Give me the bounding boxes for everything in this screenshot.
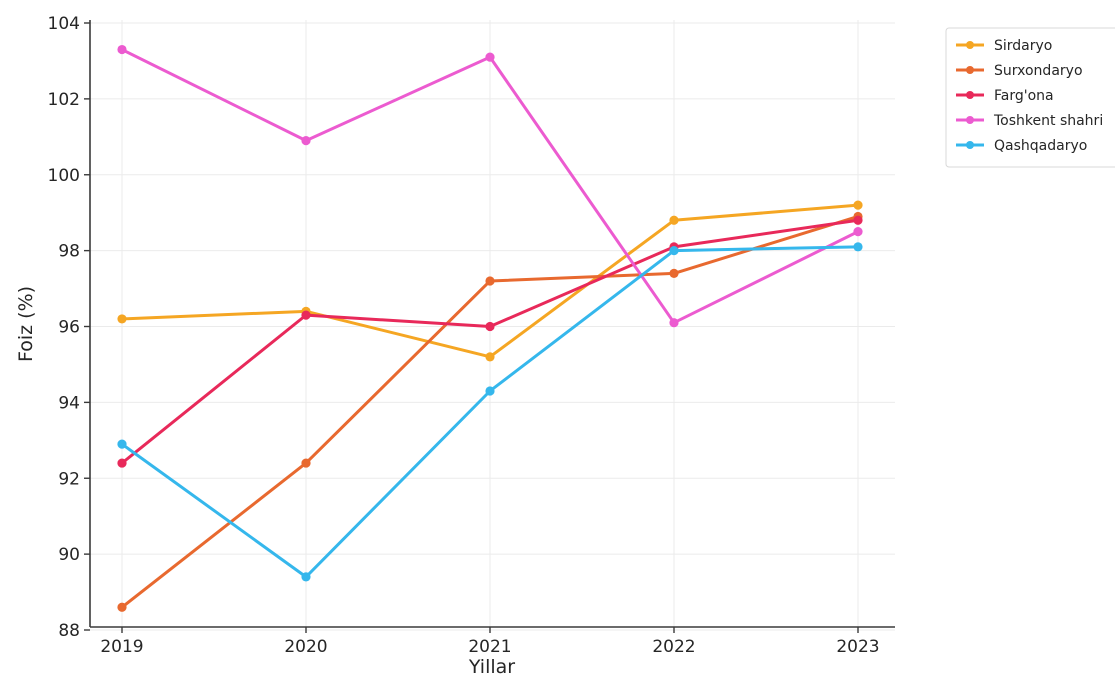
legend-marker-swatch xyxy=(966,141,974,149)
legend-item: Farg'ona xyxy=(956,88,1054,104)
data-point xyxy=(301,572,311,582)
data-point xyxy=(485,352,495,362)
legend-label: Farg'ona xyxy=(994,88,1054,104)
y-tick-label: 104 xyxy=(48,14,80,34)
legend-marker-swatch xyxy=(966,66,974,74)
data-point xyxy=(301,310,311,320)
data-point xyxy=(853,242,863,252)
legend-label: Toshkent shahri xyxy=(993,113,1103,129)
x-tick-label: 2023 xyxy=(836,637,879,657)
data-point xyxy=(669,215,679,225)
data-point xyxy=(853,215,863,225)
data-point xyxy=(853,200,863,210)
y-tick-label: 98 xyxy=(58,242,80,262)
data-point xyxy=(853,227,863,237)
y-tick-label: 94 xyxy=(58,393,80,413)
data-point xyxy=(117,458,127,468)
axes xyxy=(89,20,895,628)
legend-item: Qashqadaryo xyxy=(956,138,1087,154)
x-axis-title: Yillar xyxy=(468,656,515,678)
tick-labels: 88 90 92 94 96 98 100 102 104 2019 2020 2021 2022 202… xyxy=(48,14,880,657)
legend-item: Toshkent shahri xyxy=(956,113,1103,129)
data-point xyxy=(485,52,495,62)
data-point xyxy=(669,318,679,328)
data-point xyxy=(669,246,679,256)
y-tick-label: 88 xyxy=(58,621,80,641)
x-tick-label: 2020 xyxy=(284,637,327,657)
legend-item: Sirdaryo xyxy=(956,38,1052,54)
data-point xyxy=(485,321,495,332)
data-point xyxy=(117,439,127,449)
y-tick-label: 90 xyxy=(58,545,80,565)
series-sirdaryo xyxy=(117,200,863,362)
legend-marker-swatch xyxy=(966,41,974,49)
y-tick-label: 102 xyxy=(48,90,80,110)
series-toshkent-shahri xyxy=(117,44,863,328)
data-point xyxy=(485,276,495,286)
legend-marker-swatch xyxy=(966,116,974,124)
data-point xyxy=(669,268,679,278)
legend-box xyxy=(945,27,1115,168)
y-tick-label: 100 xyxy=(48,166,80,186)
data-point xyxy=(301,136,311,146)
legend-marker-swatch xyxy=(966,91,974,99)
x-tick-label: 2022 xyxy=(652,637,695,657)
legend-label: Qashqadaryo xyxy=(994,138,1087,154)
series-qashqadaryo xyxy=(117,242,863,582)
y-tick-label: 96 xyxy=(58,318,80,338)
data-point xyxy=(117,44,127,55)
legend-label: Sirdaryo xyxy=(994,38,1052,54)
data-point xyxy=(485,386,495,396)
x-tick-label: 2019 xyxy=(100,637,143,657)
data-point xyxy=(117,602,127,612)
legend-label: Surxondaryo xyxy=(994,63,1083,79)
y-axis-title: Foiz (%) xyxy=(15,286,37,362)
data-point xyxy=(301,458,311,468)
legend-item: Surxondaryo xyxy=(956,63,1083,79)
series-surxondaryo xyxy=(117,211,863,612)
x-tick-label: 2021 xyxy=(468,637,511,657)
data-point xyxy=(117,314,127,324)
y-tick-label: 92 xyxy=(58,469,80,489)
series-lines xyxy=(117,44,863,612)
legend: Sirdaryo Surxondaryo Farg'ona Toshkent shah… xyxy=(945,27,1115,168)
